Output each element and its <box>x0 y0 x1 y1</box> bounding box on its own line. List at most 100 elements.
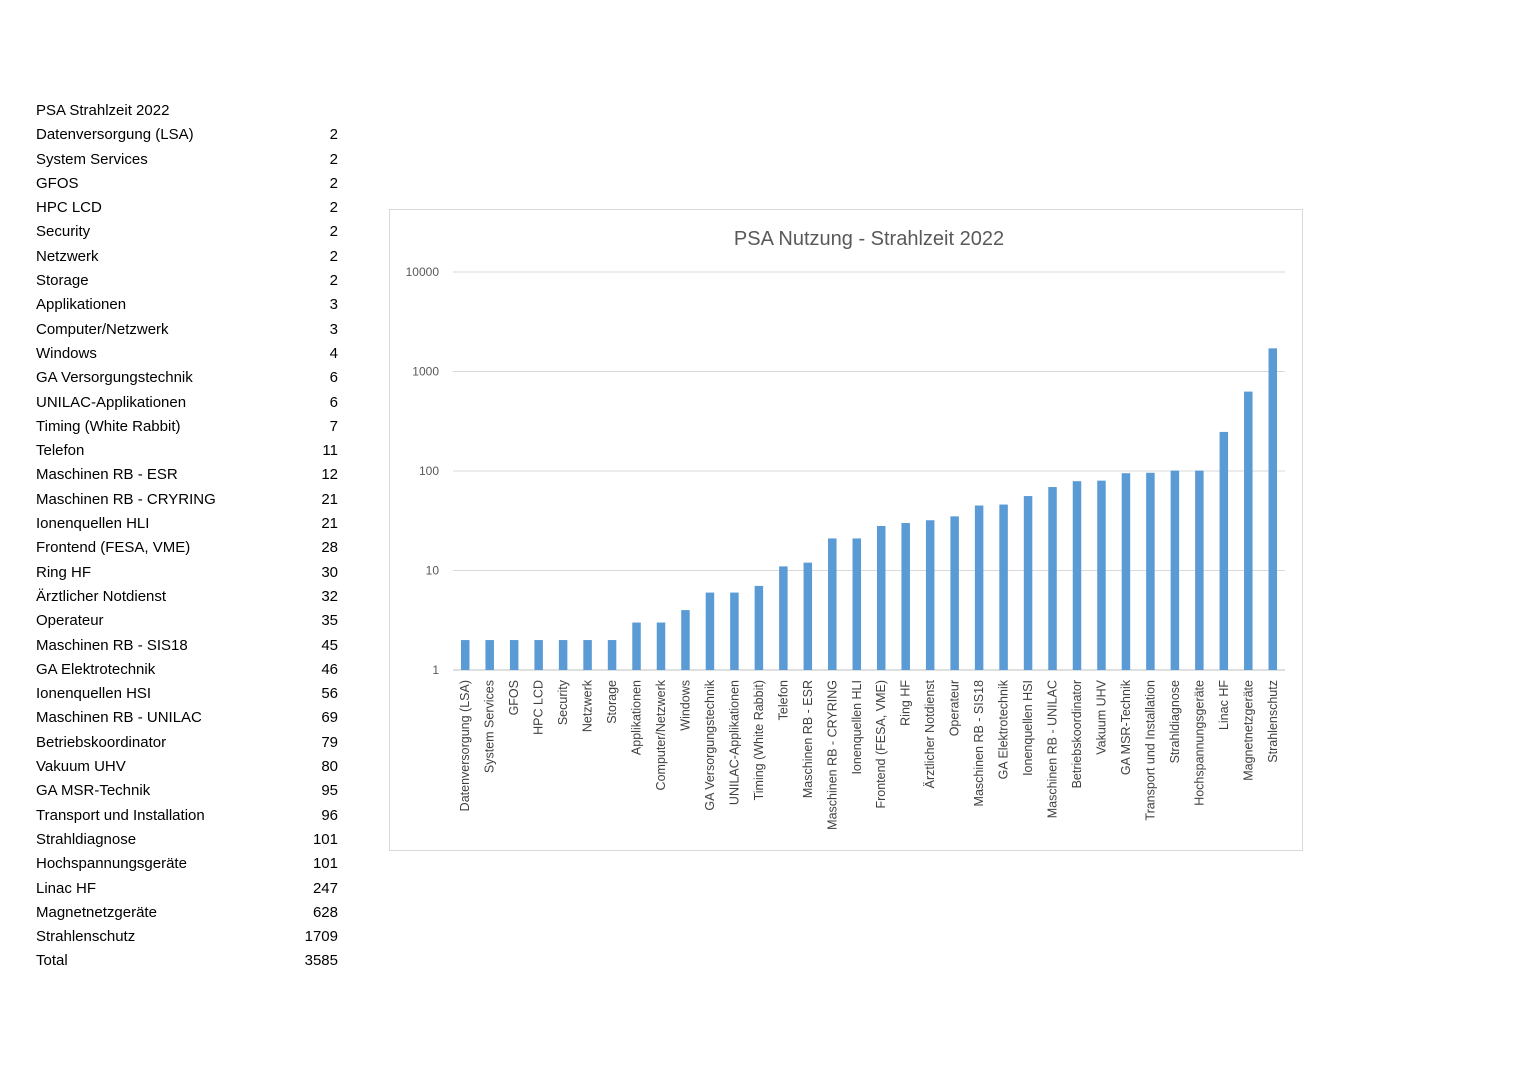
row-label: Storage <box>36 272 89 290</box>
x-category-label: System Services <box>483 680 497 773</box>
row-value: 2 <box>329 247 338 265</box>
x-category-label: GA Elektrotechnik <box>997 679 1011 779</box>
table-row: Transport und Installation 96 <box>36 804 338 828</box>
table-header: PSA Strahlzeit 2022 <box>36 102 170 119</box>
row-value: 247 <box>312 879 338 897</box>
bar <box>656 622 666 670</box>
row-label: GA Elektrotechnik <box>36 660 156 678</box>
row-label: Betriebskoordinator <box>36 733 167 751</box>
row-label: GA Versorgungstechnik <box>36 369 193 387</box>
bar-chart: PSA Nutzung - Strahlzeit 2022 1 10 100 1000 1… <box>406 228 1285 830</box>
y-tick-label: 10000 <box>406 265 440 279</box>
row-value: 6 <box>329 393 338 411</box>
x-category-label: Applikationen <box>630 680 644 755</box>
row-value: 56 <box>321 685 338 703</box>
row-label: Transport und Installation <box>36 806 205 824</box>
y-tick-label: 1000 <box>412 365 439 379</box>
row-value: 28 <box>321 539 338 557</box>
x-category-label: Frontend (FESA, VME) <box>874 680 888 809</box>
y-tick-label: 100 <box>419 464 439 478</box>
row-label: Computer/Netzwerk <box>36 320 169 338</box>
x-category-label: Ring HF <box>899 680 913 726</box>
table-row: Ring HF 30 <box>36 561 338 585</box>
bar <box>901 523 910 670</box>
x-category-label: GFOS <box>507 680 521 715</box>
table-row: Timing (White Rabbit) 7 <box>36 415 338 439</box>
x-category-label: Strahlenschutz <box>1266 680 1280 763</box>
x-category-label: Transport und Installation <box>1143 680 1157 821</box>
row-label: Maschinen RB - ESR <box>36 466 178 484</box>
strahlzeit-table: PSA Strahlzeit 2022 Datenversorgung (LSA… <box>36 99 338 974</box>
x-category-label: Windows <box>678 680 692 731</box>
row-label: Ring HF <box>36 563 92 581</box>
bar <box>1121 473 1131 670</box>
row-value: 101 <box>312 855 338 873</box>
x-category-label: Maschinen RB - SIS18 <box>972 680 986 806</box>
row-value: 2 <box>329 223 338 241</box>
table-row: Storage 2 <box>36 269 338 293</box>
row-label: Strahldiagnose <box>36 830 137 848</box>
row-value: 2 <box>329 150 338 168</box>
table-row: Maschinen RB - ESR 12 <box>36 463 338 487</box>
bar <box>754 585 764 670</box>
row-label: Timing (White Rabbit) <box>36 417 181 435</box>
table-rows: Datenversorgung (LSA) 2 System Services 2 GF… <box>36 123 338 973</box>
bar <box>705 592 715 670</box>
x-category-label: Storage <box>605 680 619 724</box>
chart-title: PSA Nutzung - Strahlzeit 2022 <box>734 228 1004 250</box>
row-value: 30 <box>321 563 338 581</box>
x-category-label: Timing (White Rabbit) <box>752 680 766 800</box>
row-label: System Services <box>36 150 148 168</box>
row-value: 79 <box>321 733 338 751</box>
row-label: Total <box>36 952 68 970</box>
bar <box>1268 348 1278 670</box>
row-label: HPC LCD <box>36 199 102 217</box>
bar <box>583 640 592 670</box>
bar <box>1219 431 1229 670</box>
bar <box>681 610 690 670</box>
bar <box>925 520 935 670</box>
bar <box>1023 496 1033 670</box>
x-category-label: GA MSR-Technik <box>1119 679 1133 775</box>
row-label: Datenversorgung (LSA) <box>36 126 194 144</box>
row-label: Security <box>36 223 91 241</box>
table-row: Ionenquellen HSI 56 <box>36 682 338 706</box>
row-value: 46 <box>321 660 338 678</box>
table-row: Windows 4 <box>36 342 338 366</box>
row-label: Hochspannungsgeräte <box>36 855 187 873</box>
table-row: Betriebskoordinator 79 <box>36 731 338 755</box>
x-category-label: Ionenquellen HLI <box>850 680 864 775</box>
table-row: Linac HF 247 <box>36 877 338 901</box>
table-header-row: PSA Strahlzeit 2022 <box>36 99 338 123</box>
table-row: Maschinen RB - CRYRING 21 <box>36 488 338 512</box>
x-category-label: Datenversorgung (LSA) <box>458 680 472 811</box>
table-row: GA Elektrotechnik 46 <box>36 658 338 682</box>
bar <box>876 526 886 670</box>
bar <box>1170 470 1180 670</box>
bar <box>852 538 862 670</box>
row-value: 45 <box>321 636 338 654</box>
bar <box>1146 472 1155 670</box>
x-category-label: Maschinen RB - ESR <box>801 680 815 798</box>
table-row: GA MSR-Technik 95 <box>36 779 338 803</box>
row-label: Telefon <box>36 442 85 460</box>
table-row: Netzwerk 2 <box>36 245 338 269</box>
row-value: 628 <box>312 903 338 921</box>
table-row: System Services 2 <box>36 148 338 172</box>
table-row: Vakuum UHV 80 <box>36 755 338 779</box>
table-row: Security 2 <box>36 220 338 244</box>
row-value: 69 <box>321 709 338 727</box>
bar <box>974 505 984 670</box>
row-value: 12 <box>321 466 338 484</box>
x-category-label: Ionenquellen HSI <box>1021 680 1035 776</box>
x-category-label: Hochspannungsgeräte <box>1192 680 1206 806</box>
table-row: Hochspannungsgeräte 101 <box>36 852 338 876</box>
row-value: 1709 <box>304 928 338 946</box>
bar <box>534 640 543 670</box>
row-value: 2 <box>329 126 338 144</box>
x-category-label: Ärztlicher Notdienst <box>923 679 937 788</box>
table-row: UNILAC-Applikationen 6 <box>36 391 338 415</box>
bar <box>607 640 617 670</box>
row-label: Ionenquellen HSI <box>36 685 152 703</box>
table-row: GA Versorgungstechnik 6 <box>36 366 338 390</box>
